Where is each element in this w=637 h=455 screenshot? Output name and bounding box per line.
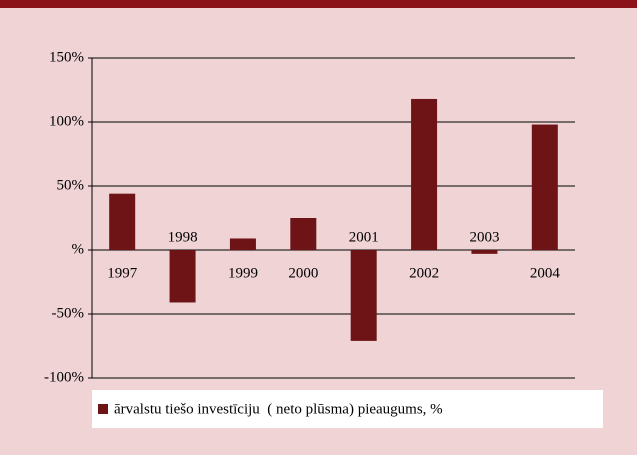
y-tick-label: 50%: [57, 177, 85, 193]
bar: [531, 124, 558, 250]
x-tick-label: 2004: [530, 265, 561, 281]
bar: [290, 218, 317, 250]
legend-box: [92, 390, 603, 428]
y-tick-label: -100%: [44, 369, 84, 385]
bar: [471, 250, 498, 254]
x-tick-label: 2002: [409, 265, 439, 281]
legend-label: ārvalstu tiešo investīciju ( neto plūsma…: [114, 401, 443, 417]
x-tick-label: 1999: [228, 265, 258, 281]
y-tick-label: 150%: [49, 49, 84, 65]
legend-swatch: [98, 404, 108, 414]
y-tick-label: %: [72, 241, 85, 257]
x-tick-label: 2001: [349, 229, 379, 245]
x-tick-label: 1998: [168, 229, 198, 245]
x-tick-label: 2000: [288, 265, 318, 281]
y-tick-label: 100%: [49, 113, 84, 129]
x-tick-label: 1997: [107, 265, 138, 281]
bar: [411, 98, 438, 251]
bar: [169, 250, 196, 303]
y-tick-label: -50%: [52, 305, 85, 321]
bar: [109, 193, 136, 250]
top-band: [0, 0, 637, 8]
bar: [350, 250, 377, 341]
x-tick-label: 2003: [469, 229, 499, 245]
bar: [229, 238, 256, 250]
